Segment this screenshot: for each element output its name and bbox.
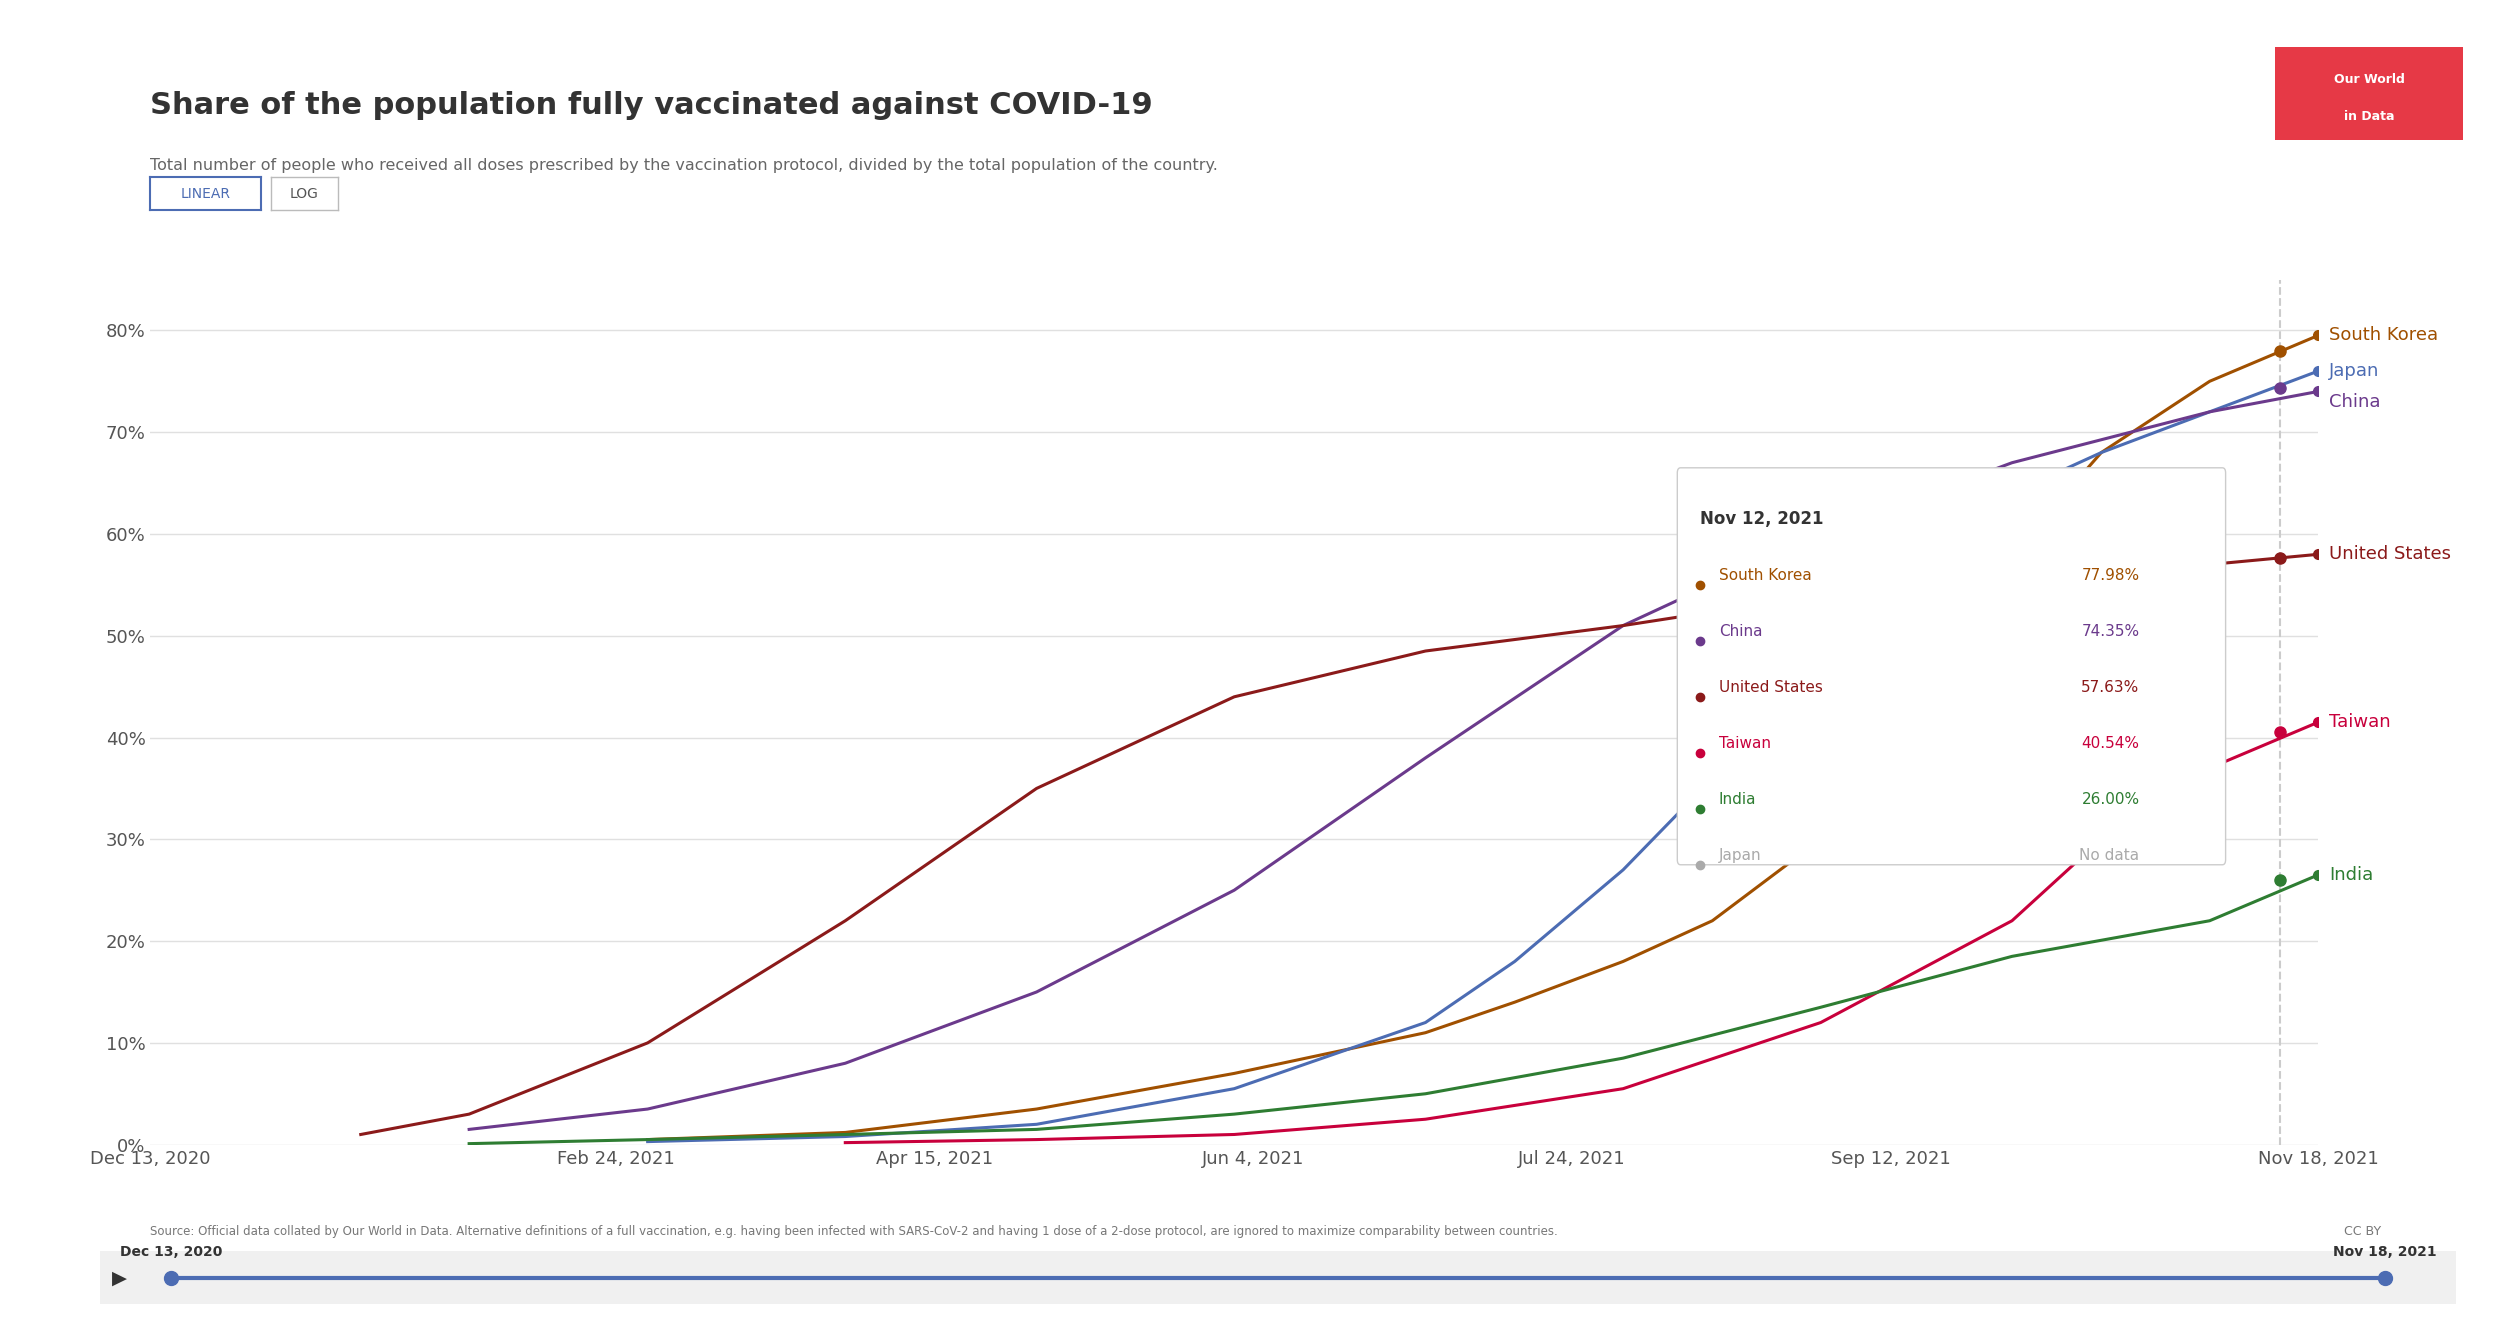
Text: Total number of people who received all doses prescribed by the vaccination prot: Total number of people who received all … — [150, 158, 1218, 173]
Text: LINEAR: LINEAR — [180, 186, 231, 201]
Text: Nov 12, 2021: Nov 12, 2021 — [1699, 510, 1824, 528]
Text: China: China — [2328, 393, 2381, 411]
Text: India: India — [1719, 792, 1757, 807]
Text: Taiwan: Taiwan — [2328, 713, 2391, 731]
Text: Taiwan: Taiwan — [1719, 736, 1772, 751]
Text: China: China — [1719, 624, 1762, 639]
Text: Japan: Japan — [1719, 848, 1762, 862]
Text: ▶: ▶ — [113, 1268, 128, 1287]
Text: 26.00%: 26.00% — [2082, 792, 2140, 807]
Text: LOG: LOG — [291, 186, 318, 201]
Text: Dec 13, 2020: Dec 13, 2020 — [120, 1244, 223, 1259]
FancyBboxPatch shape — [1677, 467, 2225, 865]
Text: No data: No data — [2080, 848, 2140, 862]
Text: Japan: Japan — [2328, 362, 2381, 381]
Text: 77.98%: 77.98% — [2082, 568, 2140, 583]
Text: 57.63%: 57.63% — [2082, 680, 2140, 695]
Text: 74.35%: 74.35% — [2082, 624, 2140, 639]
Text: in Data: in Data — [2343, 110, 2396, 122]
Text: CC BY: CC BY — [2343, 1225, 2381, 1238]
Text: Our World: Our World — [2333, 73, 2406, 85]
Text: South Korea: South Korea — [1719, 568, 1812, 583]
Text: South Korea: South Korea — [2328, 326, 2438, 345]
Text: United States: United States — [2328, 546, 2451, 563]
Text: Source: Official data collated by Our World in Data. Alternative definitions of : Source: Official data collated by Our Wo… — [150, 1225, 1559, 1238]
Text: Nov 18, 2021: Nov 18, 2021 — [2333, 1244, 2436, 1259]
Text: United States: United States — [1719, 680, 1822, 695]
Text: 40.54%: 40.54% — [2082, 736, 2140, 751]
Text: India: India — [2328, 866, 2373, 884]
Text: Share of the population fully vaccinated against COVID-19: Share of the population fully vaccinated… — [150, 91, 1153, 120]
